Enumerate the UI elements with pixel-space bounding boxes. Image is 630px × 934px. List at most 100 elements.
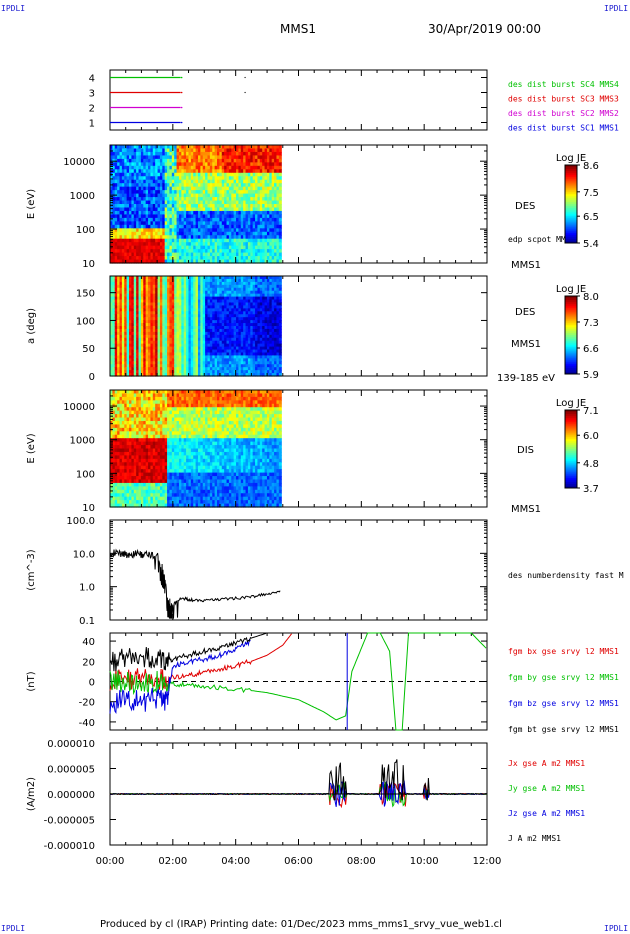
density-tick-label: 10.0 — [73, 549, 95, 560]
current-tick-label: -0.000010 — [44, 841, 95, 852]
des-pitch-tick-label: 0 — [89, 372, 95, 383]
density-tick-label: 0.1 — [79, 616, 95, 627]
burst-legend-entry: des dist burst SC2 MMS2 — [508, 109, 619, 118]
bfield-legend-entry: fgm bz gse srvy l2 MMS1 — [508, 699, 619, 708]
bfield-tick-label: -40 — [79, 718, 95, 729]
x-tick-label: 00:00 — [96, 856, 125, 867]
des-energy-tick-label: 10 — [82, 259, 95, 270]
density-ylabel: (cm^-3) — [26, 549, 37, 590]
x-tick-label: 10:00 — [410, 856, 439, 867]
bfield-legend-entry: fgm bx gse srvy l2 MMS1 — [508, 647, 619, 656]
dis-energy-colorbar-tick-label: 7.1 — [583, 406, 599, 417]
current-legend-entry: Jz gse A m2 MMS1 — [508, 809, 585, 818]
x-tick-label: 06:00 — [284, 856, 313, 867]
dis-energy-instrument-label: DIS — [517, 445, 534, 456]
des-pitch-colorbar — [564, 295, 578, 375]
des-pitch-colorbar-title: Log JE — [556, 284, 586, 295]
current-series-line — [109, 782, 487, 809]
burst-tick-label: 2 — [89, 104, 95, 115]
dis-energy-colorbar-title: Log JE — [556, 398, 586, 409]
dis-energy-tick-label: 1000 — [70, 436, 95, 447]
current-tick-label: 0.000010 — [47, 739, 95, 750]
des-energy-tick-label: 1000 — [70, 191, 95, 202]
current-legend-entry: J A m2 MMS1 — [508, 834, 561, 843]
x-tick-label: 02:00 — [158, 856, 187, 867]
bfield-series-line — [109, 633, 292, 691]
des-energy-colorbar-tick-label: 5.4 — [583, 239, 599, 250]
burst-dot — [180, 106, 183, 109]
dis-energy-spectrogram — [110, 390, 282, 508]
bfield-series-line — [109, 632, 487, 731]
burst-panel-frame — [109, 69, 488, 131]
des-pitch-colorbar-tick-label: 7.3 — [583, 318, 599, 329]
plot-date: 30/Apr/2019 00:00 — [428, 22, 542, 36]
burst-dot — [180, 121, 183, 124]
des-energy-ylabel: E (eV) — [26, 189, 37, 219]
des-pitch-tick-label: 50 — [82, 344, 95, 355]
dis-energy-colorbar-tick-label: 6.0 — [583, 431, 599, 442]
des-energy-colorbar-tick-label: 7.5 — [583, 188, 599, 199]
dis-energy-ylabel: E (eV) — [26, 433, 37, 463]
burst-dot — [244, 91, 246, 94]
des-pitch-energy-range-label: 139-185 eV — [497, 373, 555, 384]
x-tick-label: 04:00 — [221, 856, 250, 867]
bfield-series-line — [109, 632, 267, 672]
des-energy-sc-label: MMS1 — [511, 260, 541, 271]
des-pitch-tick-label: 100 — [76, 316, 95, 327]
des-pitch-colorbar-tick-label: 6.6 — [583, 344, 599, 355]
des-energy-colorbar-title: Log JE — [556, 153, 586, 164]
des-energy-colorbar — [564, 164, 578, 244]
des-pitch-instrument-label: DES — [515, 307, 535, 318]
corner-mark-bottom-right: IPDLI — [604, 924, 629, 933]
bfield-tick-label: 20 — [82, 657, 95, 668]
bfield-legend-entry: fgm by gse srvy l2 MMS1 — [508, 673, 619, 682]
bfield-series-line — [109, 638, 251, 714]
des-energy-tick-label: 100 — [76, 225, 95, 236]
burst-tick-label: 4 — [89, 74, 95, 85]
burst-legend-entry: des dist burst SC3 MMS3 — [508, 95, 619, 104]
des-energy-spectrogram — [110, 145, 282, 264]
des-pitch-sc-label: MMS1 — [511, 339, 541, 350]
burst-legend-entry: des dist burst SC4 MMS4 — [508, 80, 619, 89]
corner-mark-top-right: IPDLI — [604, 4, 629, 13]
burst-dot — [180, 76, 183, 79]
des-energy-colorbar-tick-label: 8.6 — [583, 161, 599, 172]
des-pitch-tick-label: 150 — [76, 289, 95, 300]
dis-energy-colorbar — [564, 409, 578, 489]
bfield-tick-label: -20 — [79, 698, 95, 709]
bfield-tick-label: 0 — [89, 678, 95, 689]
des-energy-colorbar-tick-label: 6.5 — [583, 212, 599, 223]
dis-energy-sc-label: MMS1 — [511, 504, 541, 515]
dis-energy-tick-label: 10000 — [63, 402, 95, 413]
density-tick-label: 1.0 — [79, 583, 95, 594]
density-series-line — [109, 548, 281, 619]
current-legend-entry: Jy gse A m2 MMS1 — [508, 784, 585, 793]
x-tick-label: 12:00 — [473, 856, 502, 867]
dis-energy-colorbar-tick-label: 4.8 — [583, 459, 599, 470]
footer-credit: Produced by cl (IRAP) Printing date: 01/… — [100, 919, 502, 930]
des-pitch-colorbar-tick-label: 5.9 — [583, 370, 599, 381]
plot-title: MMS1 — [280, 22, 316, 36]
bfield-legend-entry: fgm bt gse srvy l2 MMS1 — [508, 725, 619, 734]
burst-legend-entry: des dist burst SC1 MMS1 — [508, 124, 619, 133]
density-legend-entry: des numberdensity fast M — [508, 571, 624, 580]
dis-energy-colorbar-tick-label: 3.7 — [583, 484, 599, 495]
burst-dot — [244, 76, 246, 79]
bfield-ylabel: (nT) — [26, 671, 37, 691]
des-pitch-ylabel: a (deg) — [26, 308, 37, 344]
corner-mark-bottom-left: IPDLI — [1, 924, 26, 933]
des-pitch-spectrogram — [110, 276, 282, 377]
current-tick-label: 0.000005 — [47, 765, 95, 776]
corner-mark-top-left: IPDLI — [1, 4, 26, 13]
des-energy-tick-label: 10000 — [63, 157, 95, 168]
current-tick-label: -0.000005 — [44, 816, 95, 827]
dis-energy-tick-label: 10 — [82, 503, 95, 514]
des-energy-scpot-label: edp scpot MMS1 — [508, 235, 576, 244]
density-tick-label: 100.0 — [66, 516, 95, 527]
des-pitch-colorbar-tick-label: 8.0 — [583, 292, 599, 303]
burst-tick-label: 3 — [89, 89, 95, 100]
burst-tick-label: 1 — [89, 119, 95, 130]
x-tick-label: 08:00 — [347, 856, 376, 867]
current-tick-label: 0.000000 — [47, 790, 95, 801]
